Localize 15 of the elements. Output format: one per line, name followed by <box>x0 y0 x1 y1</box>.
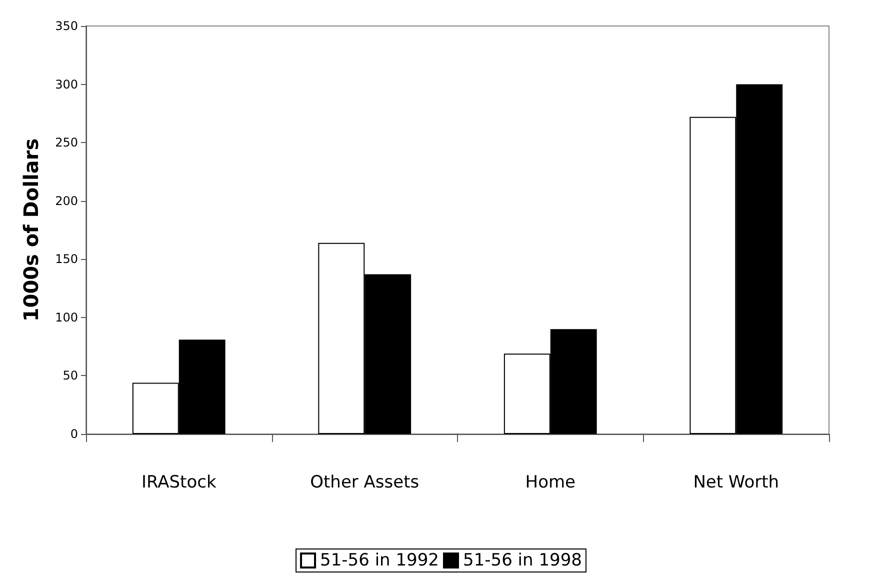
y-tick-label: 200 <box>55 194 78 208</box>
x-tick-label: Other Assets <box>310 472 420 492</box>
y-tick-label: 50 <box>62 368 78 383</box>
x-tick-label: IRAStock <box>141 472 216 492</box>
y-tick-label: 150 <box>55 252 78 266</box>
y-axis-title: 1000s of Dollars <box>19 138 43 322</box>
y-tick-label: 0 <box>70 427 78 441</box>
y-tick-label: 350 <box>55 19 78 33</box>
legend-label: 51-56 in 1998 <box>463 550 582 570</box>
y-tick-label: 250 <box>55 136 78 150</box>
x-tick-label: Net Worth <box>693 472 780 492</box>
x-tick-label: Home <box>525 472 576 492</box>
y-tick-label: 100 <box>55 310 78 324</box>
legend-label: 51-56 in 1992 <box>320 550 439 570</box>
y-tick-label: 300 <box>55 77 78 92</box>
